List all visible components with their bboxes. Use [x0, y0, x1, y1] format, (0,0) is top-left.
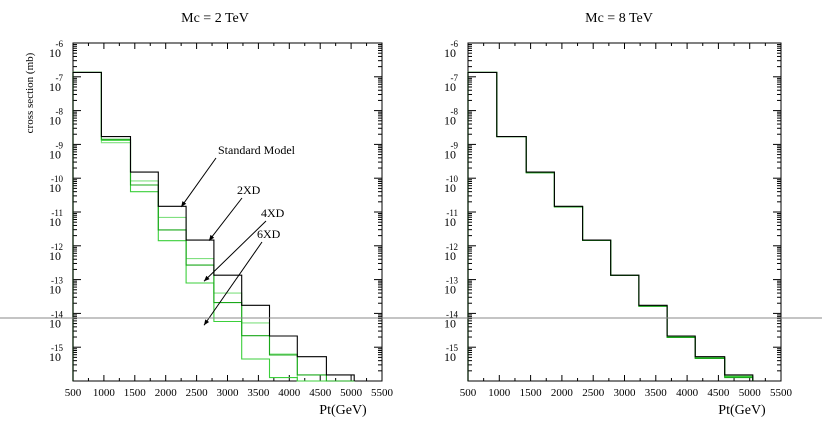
y-tick-label-exponent: -6 — [451, 39, 459, 49]
y-axis-label: cross section (mb) — [24, 52, 36, 133]
y-tick-label-base: 10 — [49, 147, 61, 161]
y-tick-label-exponent: -14 — [446, 309, 458, 319]
x-tick-label: 5000 — [340, 387, 363, 399]
y-tick-label-exponent: -9 — [451, 140, 459, 150]
y-tick-label-exponent: -10 — [51, 174, 63, 184]
y-tick-label-exponent: -15 — [51, 343, 63, 353]
y-tick-label-base: 10 — [49, 249, 61, 263]
plot-frame — [72, 42, 383, 382]
x-tick-label: 4000 — [676, 387, 699, 399]
series-standard-model — [467, 71, 754, 381]
y-tick-label-exponent: -13 — [446, 276, 458, 286]
annotation-arrow-line — [180, 157, 217, 208]
chart-title: Mc = 8 TeV — [585, 11, 653, 26]
y-tick-label-exponent: -6 — [56, 39, 64, 49]
x-tick-label: 1000 — [488, 387, 511, 399]
y-tick-label-base: 10 — [444, 80, 456, 94]
annotation-arrow-line — [203, 220, 267, 282]
plot-frame — [467, 42, 782, 382]
series-6xd — [467, 71, 754, 381]
x-axis-label: Pt(GeV) — [319, 403, 367, 418]
y-tick-label-base: 10 — [444, 283, 456, 297]
series-4xd — [72, 71, 355, 382]
y-tick-label-base: 10 — [444, 350, 456, 364]
y-tick-label-base: 10 — [49, 350, 61, 364]
y-tick-label-base: 10 — [49, 316, 61, 330]
x-tick-label: 500 — [65, 387, 82, 399]
y-tick-label-exponent: -7 — [451, 73, 459, 83]
y-tick-label-base: 10 — [49, 181, 61, 195]
annotation-label: 6XD — [257, 227, 281, 241]
y-tick-label-base: 10 — [444, 114, 456, 128]
x-tick-label: 5000 — [739, 387, 762, 399]
series-2xd — [467, 71, 754, 381]
y-tick-label-exponent: -11 — [446, 208, 458, 218]
x-tick-label: 1000 — [93, 387, 116, 399]
annotation-arrow-line — [208, 197, 243, 242]
x-tick-label: 2000 — [551, 387, 574, 399]
x-tick-label: 5500 — [371, 387, 394, 399]
chart-title: Mc = 2 TeV — [181, 11, 249, 26]
y-tick-label-exponent: -9 — [56, 140, 64, 150]
y-tick-label-exponent: -10 — [446, 174, 458, 184]
x-tick-label: 3000 — [614, 387, 637, 399]
y-tick-label-exponent: -14 — [51, 309, 63, 319]
x-tick-label: 4500 — [309, 387, 332, 399]
y-tick-label-base: 10 — [444, 215, 456, 229]
series-4xd — [467, 71, 754, 381]
x-tick-label: 3000 — [217, 387, 240, 399]
x-tick-label: 1500 — [520, 387, 543, 399]
y-tick-label-exponent: -11 — [51, 208, 63, 218]
y-tick-label-base: 10 — [49, 80, 61, 94]
series-6xd — [72, 71, 355, 382]
x-tick-label: 5500 — [770, 387, 793, 399]
annotation-arrow-line — [203, 241, 263, 326]
annotation-arrowhead — [204, 319, 210, 326]
annotation-arrowhead — [208, 234, 215, 241]
annotation-label: 4XD — [261, 206, 285, 220]
y-tick-label-exponent: -13 — [51, 276, 63, 286]
panel-mc-2tev: Mc = 2 TeV cross section (mb) Pt(GeV) 50… — [24, 11, 394, 418]
annotation-arrowhead — [204, 275, 210, 282]
x-tick-label: 3500 — [247, 387, 270, 399]
x-tick-label: 1500 — [124, 387, 147, 399]
annotation-label: Standard Model — [218, 143, 296, 157]
y-tick-label-exponent: -7 — [56, 73, 64, 83]
annotation-arrowhead — [181, 201, 187, 207]
y-tick-label-base: 10 — [49, 46, 61, 60]
x-axis-label: Pt(GeV) — [718, 403, 766, 418]
y-tick-label-base: 10 — [444, 46, 456, 60]
x-tick-label: 2000 — [155, 387, 178, 399]
y-tick-label-exponent: -8 — [451, 107, 459, 117]
series-2xd — [72, 71, 355, 382]
y-tick-label-base: 10 — [444, 249, 456, 263]
y-tick-label-base: 10 — [444, 147, 456, 161]
y-tick-label-base: 10 — [49, 215, 61, 229]
y-tick-label-exponent: -12 — [446, 242, 458, 252]
y-tick-label-base: 10 — [444, 316, 456, 330]
x-tick-label: 2500 — [186, 387, 209, 399]
series-standard-model — [72, 71, 355, 381]
x-tick-label: 4500 — [707, 387, 730, 399]
y-tick-label-base: 10 — [49, 114, 61, 128]
y-tick-label-base: 10 — [49, 283, 61, 297]
x-tick-label: 4000 — [278, 387, 301, 399]
x-tick-label: 2500 — [582, 387, 605, 399]
y-tick-label-exponent: -12 — [51, 242, 63, 252]
y-tick-label-exponent: -15 — [446, 343, 458, 353]
x-tick-label: 3500 — [645, 387, 668, 399]
panel-mc-8tev: Mc = 8 TeV Pt(GeV) 500 1000 1500 2000 2500 30… — [444, 11, 793, 418]
y-tick-label-exponent: -8 — [56, 107, 64, 117]
y-tick-label-base: 10 — [444, 181, 456, 195]
x-tick-label: 500 — [460, 387, 477, 399]
annotation-label: 2XD — [237, 183, 261, 197]
